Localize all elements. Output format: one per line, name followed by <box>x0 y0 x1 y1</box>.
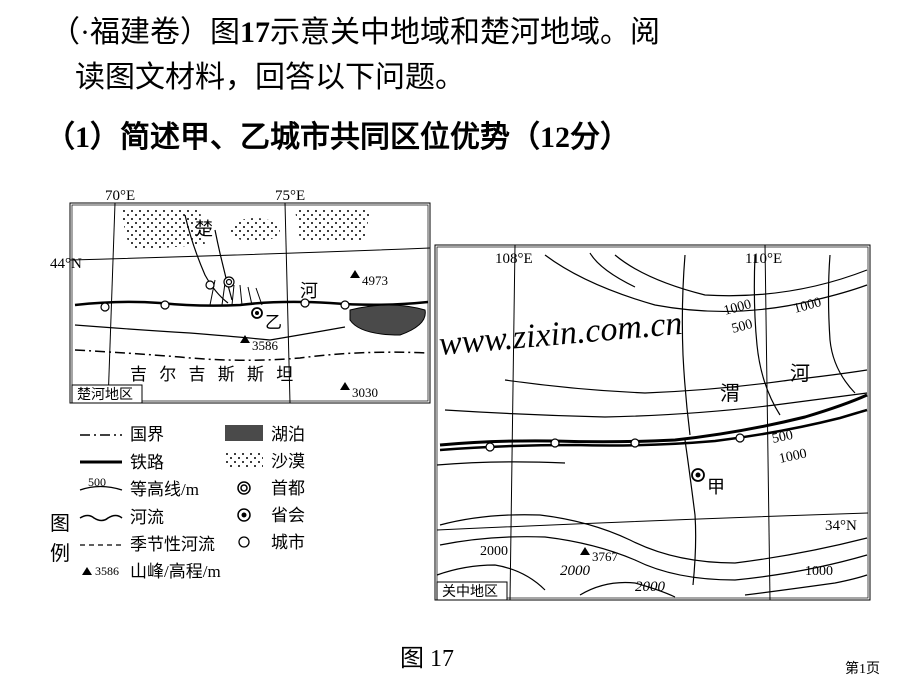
lon-label-110e: 110°E <box>745 251 782 267</box>
wei-label: 渭 <box>720 382 740 405</box>
question-text: 简述甲、乙城市共同区位优势 <box>120 121 510 154</box>
header-line-3: 读图文材料，回答以下问题。 <box>75 61 465 94</box>
legend-guojie: 国界 <box>130 425 164 444</box>
lat-label-44n: 44°N <box>50 256 82 272</box>
peak-4973: 4973 <box>362 273 388 288</box>
page-number: 第1页 <box>845 658 880 678</box>
chuhe-river-label-2: 河 <box>300 281 318 301</box>
legend-hubo: 湖泊 <box>271 425 305 444</box>
legend-tielu: 铁路 <box>130 453 164 472</box>
contour-1000d: 1000 <box>805 564 833 579</box>
contour-500b: 500 <box>771 428 795 447</box>
question-line: （1）简述甲、乙城市共同区位优势（12分） <box>45 115 630 160</box>
contour-1000c: 1000 <box>778 446 809 466</box>
map-figure: 70°E 75°E 44°N 楚 河 吉 尔 <box>50 185 880 625</box>
watermark: www.zixin.com.cn <box>437 305 683 363</box>
legend-chengshi: 城市 <box>271 533 305 552</box>
figure-number: 17 <box>240 16 270 49</box>
header-line-1: （·福建卷）图17示意关中地域和楚河地域。阅 <box>50 10 660 55</box>
contour-1000b: 1000 <box>792 295 823 317</box>
header-prefix: （·福建卷）图 <box>50 16 240 49</box>
legend-jijie: 季节性河流 <box>130 535 215 554</box>
map-svg: 70°E 75°E 44°N 楚 河 吉 尔 <box>50 185 880 645</box>
guanzhong-map: 108°E 110°E 34°N 1000 1000 500 500 <box>435 245 870 600</box>
lon-label-70e: 70°E <box>105 188 135 204</box>
header-line-2: 读图文材料，回答以下问题。 <box>75 55 465 100</box>
legend-heliu: 河流 <box>130 508 164 527</box>
contour-2000c: 2000 <box>635 579 666 595</box>
guanzhong-map-label: 关中地区 <box>442 584 498 600</box>
chuhe-river-label-1: 楚 <box>195 219 213 239</box>
chuhe-map-label: 楚河地区 <box>77 387 133 403</box>
city-yi-label: 乙 <box>265 313 282 332</box>
question-points: （12分） <box>510 121 630 154</box>
legend-shoudu: 首都 <box>271 479 305 498</box>
header-continue: 示意关中地域和楚河地域。阅 <box>270 16 660 49</box>
lat-label-34n: 34°N <box>825 518 857 534</box>
legend-contour: 等高线/m <box>130 480 199 499</box>
contour-2000b: 2000 <box>560 563 591 579</box>
legend-title-2: 例 <box>50 542 70 565</box>
legend: 图 例 国界 铁路 500 等高线/m 河流 季节性河流 3586 山峰/高程/… <box>50 425 305 581</box>
contour-1000a: 1000 <box>722 297 753 319</box>
legend-contour-sample: 500 <box>88 475 106 489</box>
question-label: （1） <box>45 121 120 154</box>
city-jia-label: 甲 <box>707 477 725 497</box>
peak-3586: 3586 <box>252 338 279 353</box>
lake-shape <box>350 305 425 335</box>
legend-shamo: 沙漠 <box>271 452 305 471</box>
contour-2000a: 2000 <box>480 544 508 559</box>
chuhe-map: 70°E 75°E 44°N 楚 河 吉 尔 <box>50 188 430 403</box>
legend-peak: 山峰/高程/m <box>130 562 221 581</box>
contour-500a: 500 <box>730 317 754 337</box>
country-label: 吉 尔 吉 斯 斯 坦 <box>130 365 297 384</box>
desert-pattern <box>120 210 370 250</box>
he-label: 河 <box>790 362 810 385</box>
lon-label-108e: 108°E <box>495 251 533 267</box>
legend-shenghui: 省会 <box>271 506 305 525</box>
legend-title-1: 图 <box>50 513 70 535</box>
legend-peak-sample: 3586 <box>95 564 119 578</box>
peak-3767: 3767 <box>592 549 619 564</box>
figure-label: 图 17 <box>400 638 454 673</box>
lon-label-75e: 75°E <box>275 188 305 204</box>
peak-3030: 3030 <box>352 385 378 400</box>
